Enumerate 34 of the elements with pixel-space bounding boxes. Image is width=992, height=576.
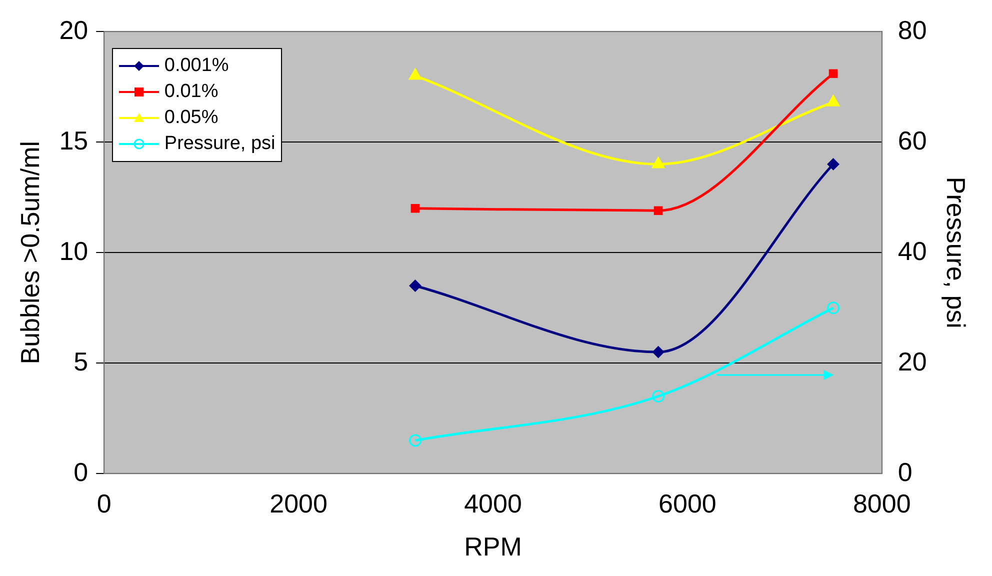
y2-tick-label: 0 [898, 456, 912, 487]
legend-label: 0.05% [164, 106, 218, 128]
x-tick-label: 2000 [270, 488, 328, 518]
x-axis-title: RPM [464, 532, 522, 562]
y-tick-label: 20 [59, 14, 88, 45]
legend-label: 0.001% [164, 54, 229, 76]
x-tick-label: 0 [96, 488, 112, 518]
point [654, 206, 663, 215]
point [408, 68, 422, 80]
point [409, 280, 422, 292]
y-tick-label: 0 [74, 456, 88, 487]
point [410, 204, 420, 213]
x-tick-label: 8000 [852, 488, 911, 518]
y2-tick-label: 80 [898, 14, 927, 45]
point [652, 346, 664, 358]
x-tick-label: 6000 [658, 488, 716, 518]
point [827, 158, 840, 170]
point [408, 434, 422, 447]
y-tick-label: 15 [59, 125, 88, 156]
y-tick-label: 5 [74, 346, 88, 376]
point [652, 390, 665, 402]
y2-axis-title: Pressure, psi [941, 176, 972, 328]
y-axis-title: Bubbles >0.5um/ml [14, 140, 45, 364]
y2-tick-label: 40 [898, 236, 927, 266]
legend-label: 0.01% [164, 80, 218, 102]
y2-tick-label: 20 [898, 346, 927, 376]
y2-tick-label: 60 [898, 125, 927, 156]
legend-label: Pressure, psi [164, 132, 276, 154]
y-tick-label: 10 [59, 236, 88, 266]
point [652, 156, 665, 168]
x-tick-label: 4000 [464, 488, 522, 518]
point [827, 302, 840, 314]
point [826, 94, 840, 106]
point [828, 69, 838, 78]
